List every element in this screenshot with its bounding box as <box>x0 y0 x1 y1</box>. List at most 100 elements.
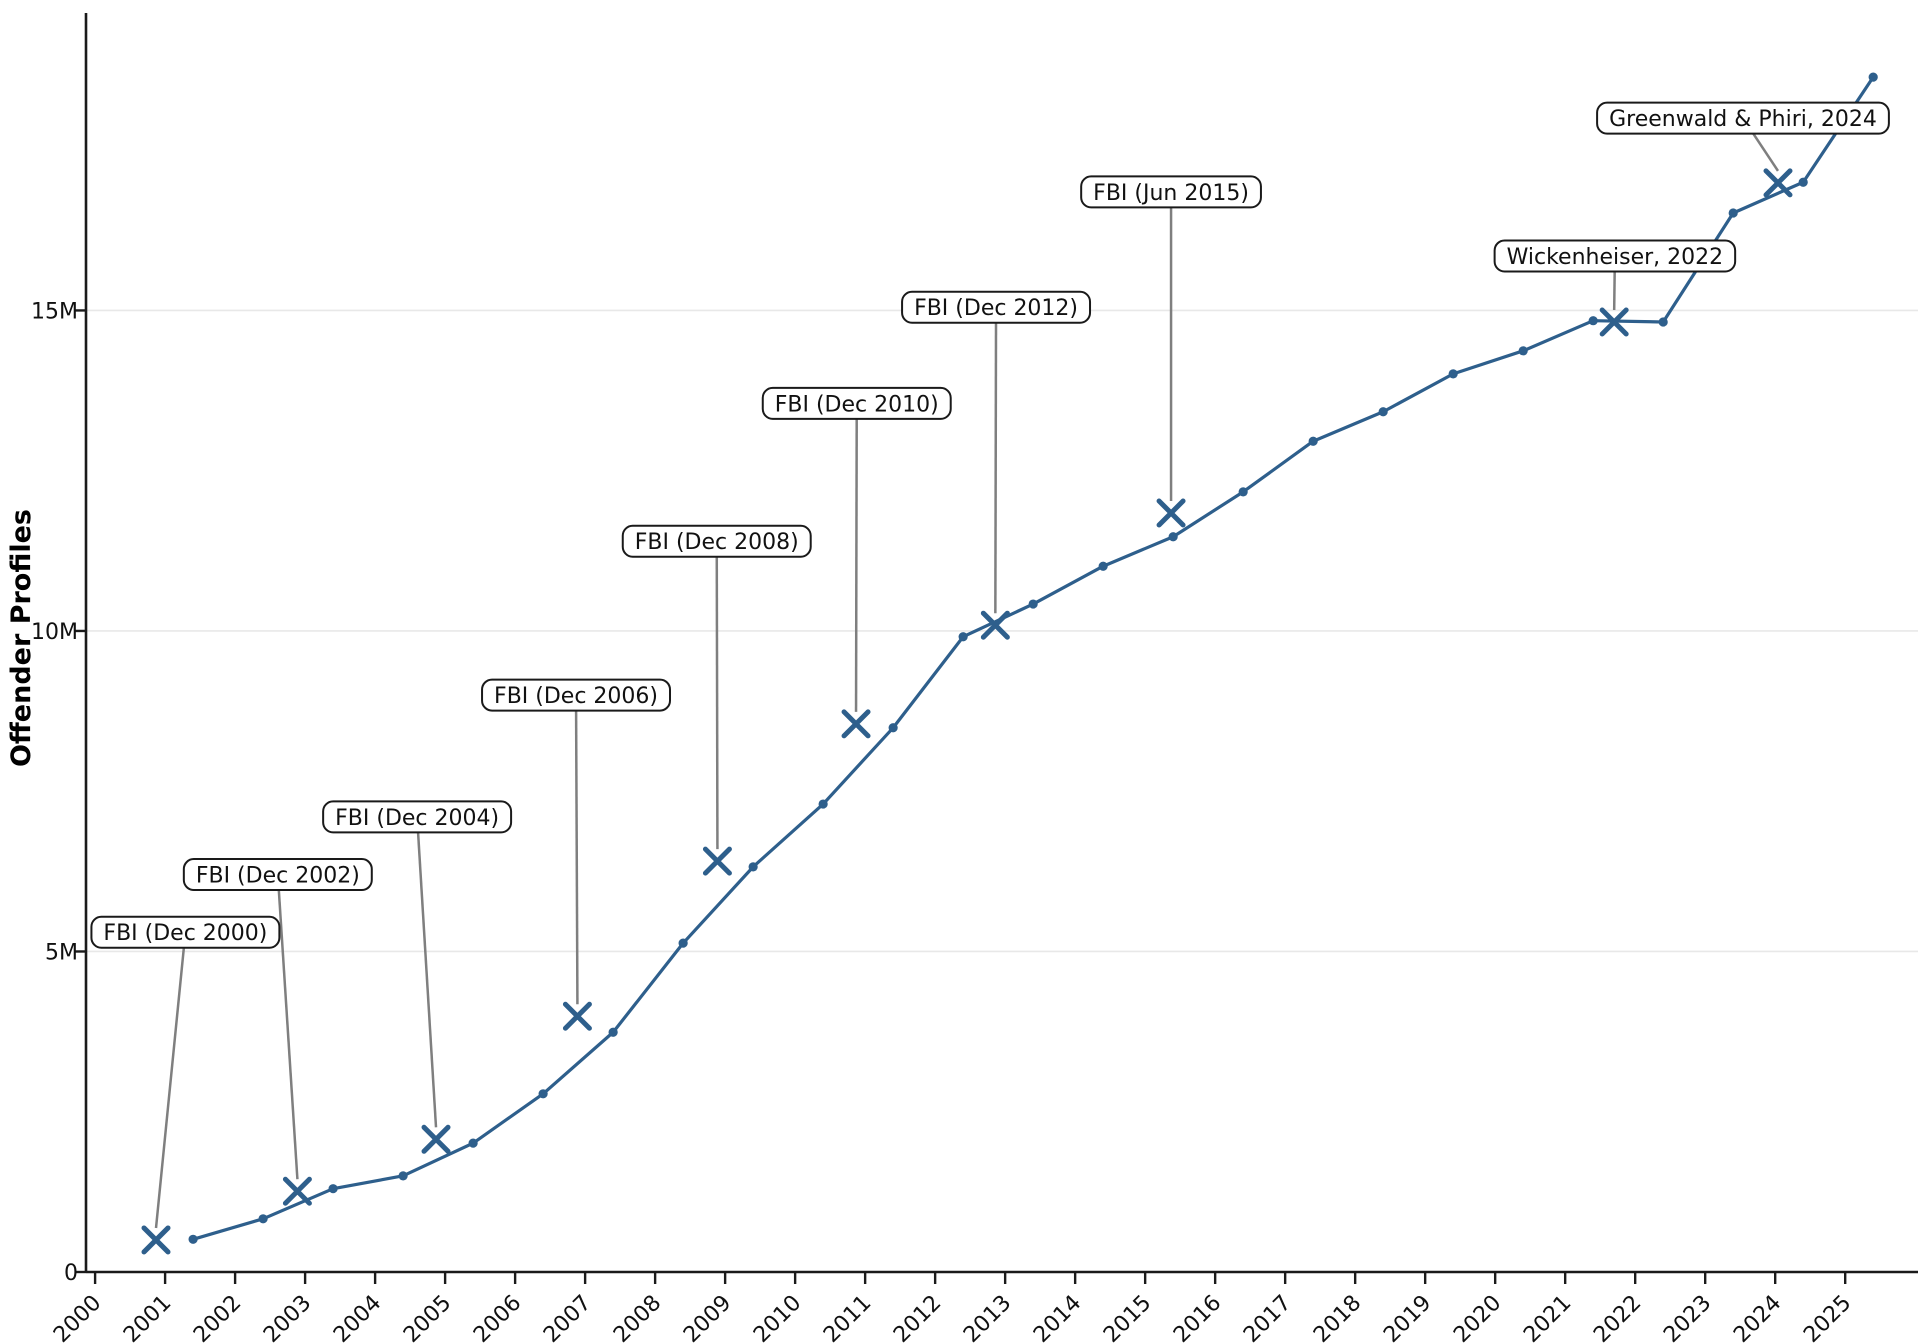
annotation-label-box <box>1080 175 1262 209</box>
data-point-dot <box>1308 436 1318 446</box>
x-tick-label: 2003 <box>259 1291 316 1344</box>
data-point-dot <box>608 1027 618 1037</box>
y-tick-label: 15M <box>31 299 78 324</box>
data-point-dot <box>888 723 898 733</box>
x-tick-label: 2022 <box>1589 1291 1646 1344</box>
data-point-dot <box>1518 346 1528 356</box>
x-tick-label: 2017 <box>1239 1291 1296 1344</box>
x-tick-label: 2023 <box>1659 1291 1716 1344</box>
annotation-label: FBI (Dec 2004) <box>335 806 499 831</box>
x-tick-label: 2010 <box>749 1291 806 1344</box>
annotation-label-box <box>761 386 952 420</box>
annotation-leader-line <box>715 541 719 850</box>
annotation-label: Wickenheiser, 2022 <box>1507 245 1724 270</box>
data-point-dot <box>818 799 828 809</box>
annotation-label: Greenwald & Phiri, 2024 <box>1609 107 1877 132</box>
annotation: FBI (Dec 2006) <box>481 678 672 712</box>
x-tick-label: 2007 <box>539 1291 596 1344</box>
annotation-label-box <box>90 915 281 949</box>
annotation-leader-line <box>574 695 579 1005</box>
annotation: FBI (Dec 2008) <box>621 524 812 558</box>
annotation-label-box <box>481 678 672 712</box>
x-tick-label: 2009 <box>679 1291 736 1344</box>
annotation-label: FBI (Dec 2010) <box>775 392 939 417</box>
annotation-x-marker <box>1156 498 1186 528</box>
annotation-leader-line <box>154 932 187 1229</box>
data-point-dot <box>678 938 688 948</box>
annotation-label-box <box>901 290 1092 324</box>
x-tick-label: 2024 <box>1729 1291 1786 1344</box>
x-tick-label: 2012 <box>889 1291 946 1344</box>
annotation-x-marker <box>1599 307 1629 337</box>
annotation-label: FBI (Dec 2012) <box>914 296 1078 321</box>
x-tick-label: 2000 <box>49 1291 106 1344</box>
annotation: Wickenheiser, 2022 <box>1493 239 1737 273</box>
x-tick-label: 2008 <box>609 1291 666 1344</box>
data-point-dot <box>1098 561 1108 571</box>
x-tick-label: 2019 <box>1379 1291 1436 1344</box>
annotation-leader-line <box>854 403 858 712</box>
annotation: FBI (Dec 2004) <box>322 800 513 834</box>
data-point-dot <box>1868 72 1878 82</box>
y-tick-label: 5M <box>45 940 78 965</box>
y-tick-label: 0 <box>64 1261 78 1286</box>
data-point-dot <box>258 1214 268 1224</box>
x-tick-label: 2013 <box>959 1291 1016 1344</box>
annotation-x-marker <box>841 709 871 739</box>
annotation-x-marker <box>1763 168 1793 198</box>
annotation-leader-line <box>276 874 299 1180</box>
x-tick-label: 2001 <box>119 1291 176 1344</box>
data-point-dot <box>1448 369 1458 379</box>
annotation-label-box <box>1596 101 1890 135</box>
annotation-x-marker <box>282 1176 312 1206</box>
data-point-dot <box>1378 407 1388 417</box>
data-point-dot <box>1028 599 1038 609</box>
annotation-label-box <box>1493 239 1737 273</box>
data-point-dot <box>188 1234 198 1244</box>
x-tick-label: 2016 <box>1169 1291 1226 1344</box>
x-tick-label: 2004 <box>329 1291 386 1344</box>
annotation-label-box <box>182 858 373 892</box>
data-point-dot <box>1798 177 1808 187</box>
annotation-label: FBI (Dec 2000) <box>103 921 267 946</box>
annotation-x-marker <box>980 610 1010 640</box>
x-tick-label: 2005 <box>399 1291 456 1344</box>
annotation-x-marker <box>421 1124 451 1154</box>
data-point-dot <box>1238 487 1248 497</box>
x-tick-label: 2014 <box>1029 1291 1086 1344</box>
x-tick-label: 2025 <box>1799 1291 1856 1344</box>
annotation-x-marker <box>141 1225 171 1255</box>
annotation-label-box <box>621 524 812 558</box>
x-tick-label: 2021 <box>1519 1291 1576 1344</box>
data-point-dot <box>538 1089 548 1099</box>
annotation: FBI (Dec 2012) <box>901 290 1092 324</box>
x-tick-label: 2011 <box>819 1291 876 1344</box>
data-point-dot <box>958 632 968 642</box>
data-point-dot <box>1168 532 1178 542</box>
annotation-leader-line <box>415 816 438 1128</box>
annotation-x-marker <box>702 846 732 876</box>
annotation-leader-line <box>994 307 998 614</box>
annotation-label: FBI (Dec 2006) <box>494 684 658 709</box>
annotation: FBI (Dec 2010) <box>761 386 952 420</box>
x-tick-label: 2006 <box>469 1291 526 1344</box>
annotation: FBI (Dec 2002) <box>182 858 373 892</box>
annotation: FBI (Jun 2015) <box>1080 175 1262 209</box>
data-point-dot <box>328 1184 338 1194</box>
y-tick-label: 10M <box>31 620 78 645</box>
annotation-label: FBI (Jun 2015) <box>1093 181 1249 206</box>
x-tick-label: 2020 <box>1449 1291 1506 1344</box>
data-point-dot <box>468 1138 478 1148</box>
data-point-dot <box>1728 208 1738 218</box>
annotation-label: FBI (Dec 2008) <box>635 530 799 555</box>
data-point-dot <box>748 862 758 872</box>
annotation-x-marker <box>562 1001 592 1031</box>
data-point-dot <box>398 1171 408 1181</box>
annotation-label: FBI (Dec 2002) <box>196 864 360 889</box>
annotation: Greenwald & Phiri, 2024 <box>1596 101 1890 135</box>
y-axis-label: Offender Profiles <box>6 509 37 767</box>
x-tick-label: 2015 <box>1099 1291 1156 1344</box>
x-tick-label: 2002 <box>189 1291 246 1344</box>
